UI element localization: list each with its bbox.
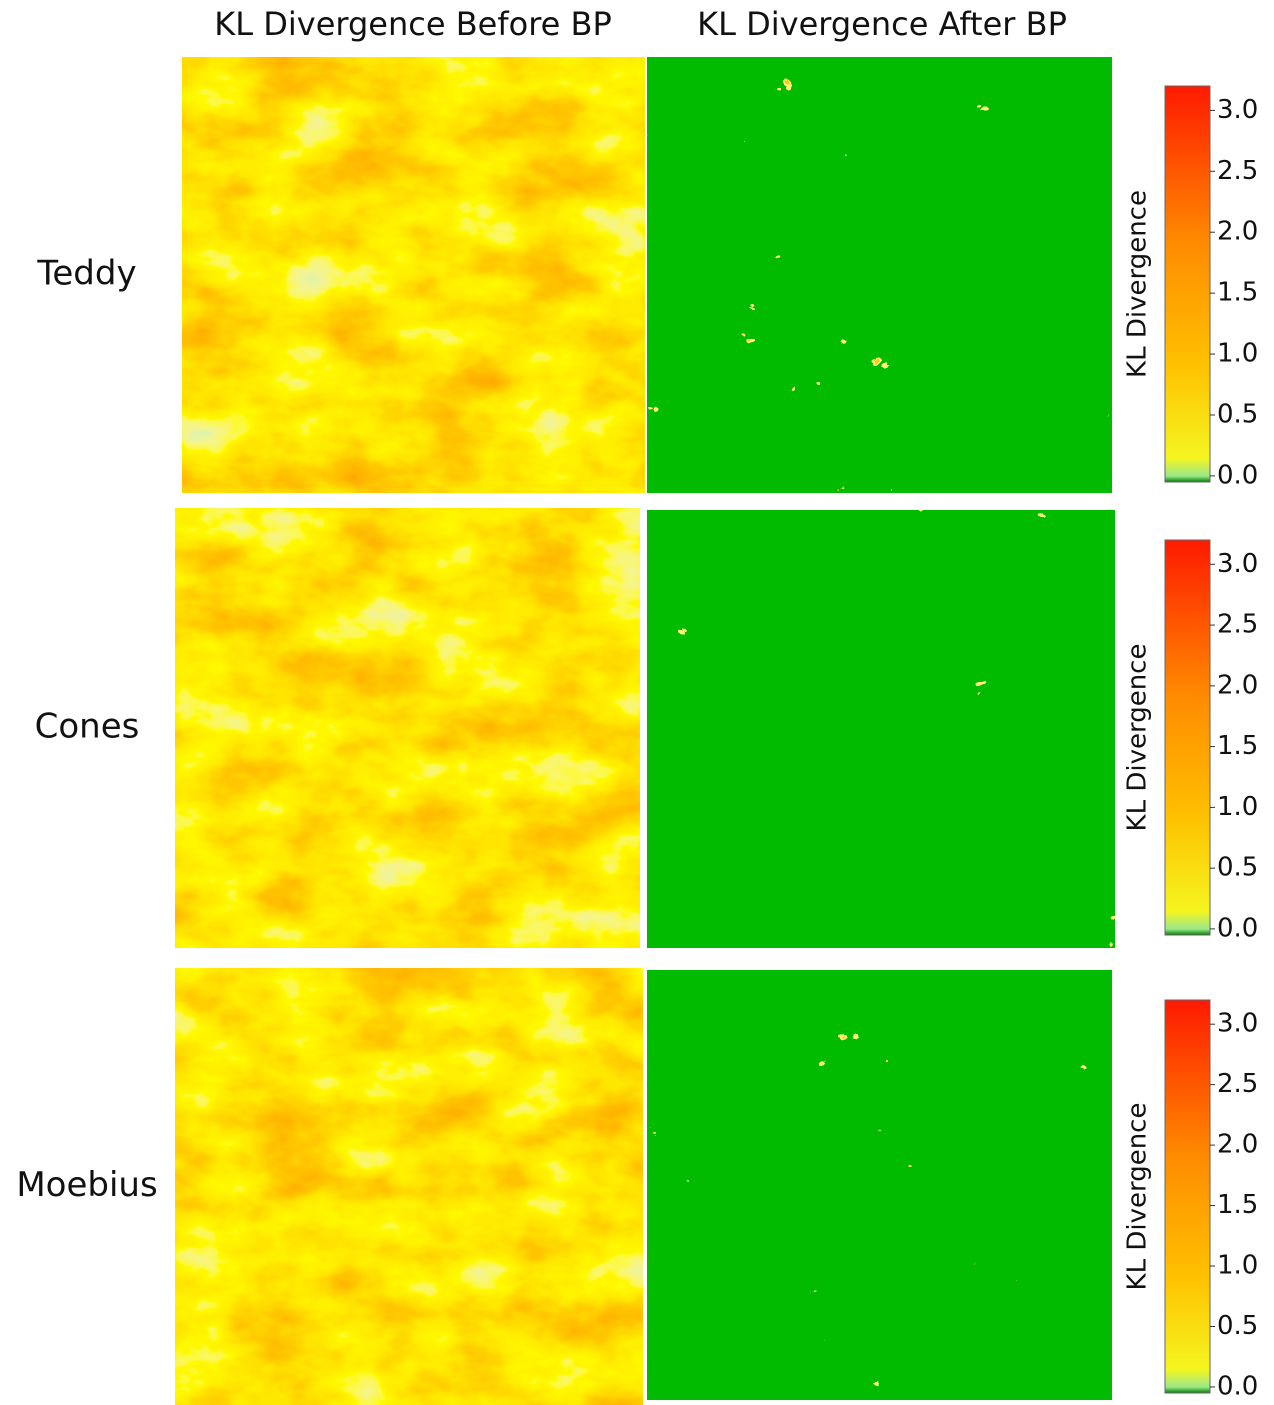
- tick-label: 1.5: [1217, 278, 1258, 308]
- colorbar-label: KL Divergence: [1123, 190, 1153, 378]
- tick-label: 2.0: [1217, 1130, 1258, 1160]
- tick-label: 1.5: [1217, 731, 1258, 761]
- colorbar: [1164, 85, 1211, 483]
- tick-label: 0.0: [1217, 1371, 1258, 1401]
- tick-label: 1.0: [1217, 792, 1258, 822]
- tick-label: 1.0: [1217, 1251, 1258, 1281]
- colorbar-label: KL Divergence: [1123, 644, 1153, 832]
- tick-label: 2.5: [1217, 610, 1258, 640]
- row-label: Moebius: [16, 1165, 157, 1205]
- tick-label: 2.5: [1217, 1069, 1258, 1099]
- colorbar: [1164, 999, 1211, 1394]
- heatmap-before: [175, 508, 640, 948]
- tick-label: 2.5: [1217, 156, 1258, 186]
- tick-label: 3.0: [1217, 95, 1258, 125]
- tick-label: 2.0: [1217, 217, 1258, 247]
- column-title: KL Divergence After BP: [697, 5, 1067, 43]
- tick-label: 0.5: [1217, 853, 1258, 883]
- tick-label: 0.5: [1217, 1311, 1258, 1341]
- tick-label: 3.0: [1217, 1009, 1258, 1039]
- column-title: KL Divergence Before BP: [214, 5, 612, 43]
- heatmap-before: [175, 968, 643, 1405]
- row-label: Teddy: [36, 254, 136, 294]
- heatmap-before: [182, 57, 645, 493]
- tick-label: 2.0: [1217, 670, 1258, 700]
- colorbar: [1164, 539, 1211, 936]
- tick-label: 3.0: [1217, 549, 1258, 579]
- tick-label: 0.0: [1217, 460, 1258, 490]
- heatmap-after: [647, 970, 1112, 1400]
- tick-label: 1.0: [1217, 339, 1258, 369]
- colorbar-label: KL Divergence: [1123, 1103, 1153, 1291]
- row-label: Cones: [35, 707, 140, 747]
- heatmap-after: [647, 57, 1112, 493]
- tick-label: 0.5: [1217, 399, 1258, 429]
- tick-label: 0.0: [1217, 913, 1258, 943]
- tick-label: 1.5: [1217, 1190, 1258, 1220]
- heatmap-after: [647, 510, 1115, 948]
